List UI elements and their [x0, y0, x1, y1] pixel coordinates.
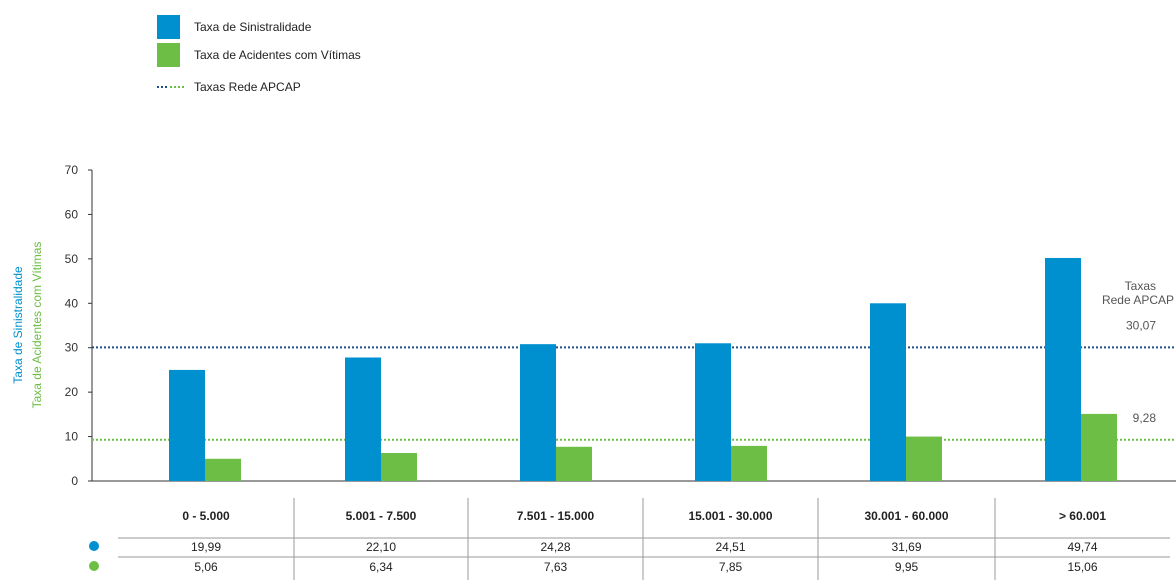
category-label: 0 - 5.000: [182, 509, 230, 523]
legend: Taxa de Sinistralidade Taxa de Acidentes …: [157, 15, 361, 94]
bar-sinistralidade: [695, 343, 731, 481]
bar-acidentes: [1081, 413, 1117, 481]
data-label: 7,63: [544, 560, 568, 574]
legend-label: Taxa de Sinistralidade: [194, 20, 312, 34]
legend-label: Taxa de Acidentes com Vítimas: [194, 48, 361, 62]
bar-sinistralidade: [520, 344, 556, 481]
data-table: 0 - 5.000 5.001 - 7.500 7.501 - 15.000 15.0…: [89, 498, 1170, 580]
bar-acidentes: [906, 436, 942, 481]
bars: [169, 257, 1117, 481]
reference-value-label: 30,07: [1126, 318, 1156, 332]
y-tick-label: 10: [65, 430, 79, 444]
category-label: 30.001 - 60.000: [864, 509, 948, 523]
data-label: 6,34: [369, 560, 393, 574]
legend-swatch: [157, 15, 180, 39]
legend-label: Taxas Rede APCAP: [194, 80, 301, 94]
data-label: 15,06: [1067, 560, 1097, 574]
data-label: 7,85: [719, 560, 743, 574]
y-tick-label: 40: [65, 296, 79, 310]
data-label: 49,74: [1067, 540, 1097, 554]
data-label: 31,69: [891, 540, 921, 554]
y-axis-label: Taxa de Acidentes com Vítimas: [30, 242, 44, 409]
reference-title: Taxas: [1125, 279, 1156, 293]
bar-sinistralidade: [345, 357, 381, 481]
y-tick-label: 20: [65, 385, 79, 399]
data-label: 22,10: [366, 540, 396, 554]
y-axis: 0 10 20 30 40 50 60 70 Taxa de Sinistralidade Tax…: [11, 163, 1176, 488]
legend-swatch: [157, 43, 180, 67]
y-tick-label: 30: [65, 341, 79, 355]
y-tick-label: 70: [65, 163, 79, 177]
bar-acidentes: [205, 458, 241, 481]
bar-acidentes: [731, 445, 767, 481]
y-axis-label: Taxa de Sinistralidade: [11, 266, 25, 384]
y-tick-label: 0: [71, 474, 78, 488]
bar-acidentes: [381, 453, 417, 481]
data-label: 24,28: [540, 540, 570, 554]
bar-acidentes: [556, 446, 592, 481]
bar-sinistralidade: [169, 369, 205, 481]
row-marker: [89, 561, 99, 571]
data-label: 9,95: [895, 560, 919, 574]
reference-title: Rede APCAP: [1102, 293, 1174, 307]
data-label: 19,99: [191, 540, 221, 554]
row-marker: [89, 541, 99, 551]
data-label: 5,06: [194, 560, 218, 574]
y-tick-label: 50: [65, 252, 79, 266]
bar-sinistralidade: [870, 303, 906, 481]
category-label: 7.501 - 15.000: [517, 509, 595, 523]
category-label: 15.001 - 30.000: [688, 509, 772, 523]
bar-sinistralidade: [1045, 257, 1081, 481]
category-label: 5.001 - 7.500: [346, 509, 417, 523]
category-label: > 60.001: [1059, 509, 1106, 523]
reference-value-label: 9,28: [1133, 411, 1157, 425]
y-tick-label: 60: [65, 207, 79, 221]
data-label: 24,51: [715, 540, 745, 554]
